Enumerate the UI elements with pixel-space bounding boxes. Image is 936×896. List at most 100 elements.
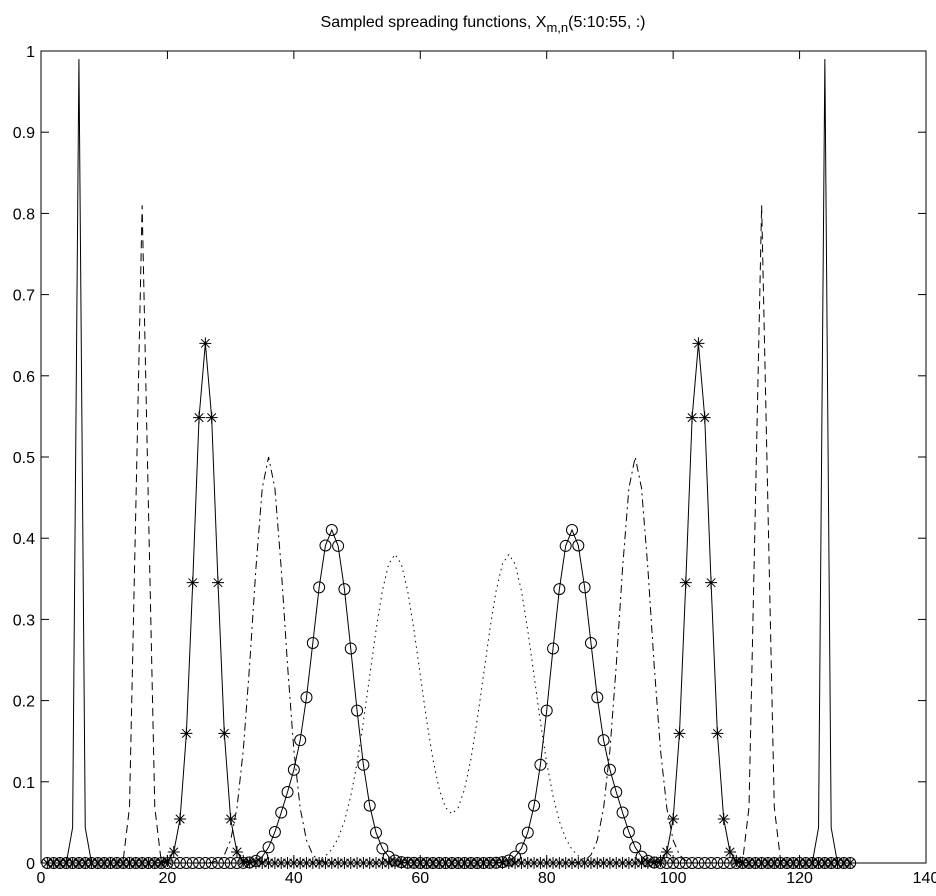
asterisk-marker xyxy=(224,813,237,825)
asterisk-marker xyxy=(41,857,54,869)
circle-marker xyxy=(692,857,705,869)
circle-marker xyxy=(616,806,629,819)
circle-marker xyxy=(490,856,503,869)
asterisk-marker xyxy=(452,857,465,869)
asterisk-marker xyxy=(799,857,812,869)
asterisk-marker xyxy=(622,857,635,869)
asterisk-marker xyxy=(72,857,85,869)
circle-marker xyxy=(72,857,85,869)
circle-marker xyxy=(521,826,534,839)
circle-marker xyxy=(458,856,471,869)
asterisk-marker xyxy=(547,857,560,869)
circle-marker xyxy=(654,856,667,869)
asterisk-marker xyxy=(818,857,831,869)
circle-marker xyxy=(193,857,206,869)
asterisk-marker xyxy=(584,857,597,869)
asterisk-marker xyxy=(787,857,800,869)
circle-marker xyxy=(610,785,623,798)
series-line-6 xyxy=(47,553,851,864)
circle-marker xyxy=(793,857,806,869)
circle-marker xyxy=(749,857,762,869)
asterisk-marker xyxy=(129,857,142,869)
asterisk-marker xyxy=(237,854,250,867)
asterisk-marker xyxy=(774,857,787,869)
circle-marker xyxy=(351,704,364,717)
asterisk-marker xyxy=(376,857,389,869)
circle-marker xyxy=(818,857,831,869)
asterisk-marker xyxy=(768,857,781,869)
circle-marker xyxy=(686,857,699,869)
circle-marker xyxy=(155,857,168,869)
circle-marker xyxy=(724,857,737,869)
x-tick-label: 60 xyxy=(411,870,429,887)
series-lines xyxy=(47,59,851,864)
asterisk-marker xyxy=(780,857,793,869)
asterisk-marker xyxy=(496,857,509,869)
asterisk-marker xyxy=(199,337,212,350)
circle-marker xyxy=(679,856,692,869)
chart-title: Sampled spreading functions, Xm,n(5:10:5… xyxy=(321,14,646,35)
circle-marker xyxy=(825,857,838,869)
y-tick-label: 0.5 xyxy=(13,450,35,467)
y-tick-label: 0.7 xyxy=(13,288,35,305)
asterisk-marker xyxy=(616,857,629,869)
asterisk-marker xyxy=(591,857,604,869)
circle-marker xyxy=(180,857,193,869)
asterisk-marker xyxy=(812,857,825,869)
asterisk-marker xyxy=(256,857,269,869)
asterisk-marker xyxy=(85,857,98,869)
asterisk-marker xyxy=(521,857,534,869)
asterisk-marker xyxy=(174,813,187,825)
asterisk-marker xyxy=(401,857,414,869)
asterisk-marker xyxy=(98,857,111,869)
asterisk-marker xyxy=(610,857,623,869)
asterisk-marker xyxy=(186,576,199,589)
circle-marker xyxy=(66,857,79,869)
asterisk-marker xyxy=(136,857,149,869)
y-tick-label: 0.1 xyxy=(13,775,35,792)
series-line-3 xyxy=(47,343,851,864)
circle-marker xyxy=(382,850,395,863)
asterisk-marker xyxy=(243,856,256,869)
circle-marker xyxy=(667,856,680,869)
circle-marker xyxy=(755,857,768,869)
asterisk-marker xyxy=(629,857,642,869)
circle-marker xyxy=(787,857,800,869)
asterisk-marker xyxy=(319,857,332,869)
asterisk-marker xyxy=(597,857,610,869)
circle-marker xyxy=(218,856,231,869)
asterisk-marker xyxy=(717,813,730,825)
circle-marker xyxy=(167,857,180,869)
circle-marker xyxy=(268,825,281,838)
circle-marker xyxy=(136,857,149,869)
asterisk-marker xyxy=(603,857,616,869)
circle-marker xyxy=(698,857,711,869)
circle-marker xyxy=(370,826,383,839)
asterisk-marker xyxy=(679,576,692,589)
asterisk-marker xyxy=(53,857,66,869)
asterisk-marker xyxy=(230,846,243,859)
circle-marker xyxy=(635,850,648,863)
asterisk-marker xyxy=(483,857,496,869)
circle-marker xyxy=(47,857,60,869)
y-tick-label: 0.9 xyxy=(13,125,35,142)
asterisk-marker xyxy=(692,337,705,350)
circle-marker xyxy=(420,856,433,869)
circle-marker xyxy=(287,763,300,776)
asterisk-marker xyxy=(389,857,401,869)
asterisk-marker xyxy=(148,856,161,869)
asterisk-marker xyxy=(471,857,484,869)
series-line-4 xyxy=(47,456,851,864)
axis-tick-labels: 0 20 40 60 80 100 120 140 0 0.1 0.2 0.3 0.4 0.5 0.6 0.7… xyxy=(13,44,936,887)
asterisk-marker xyxy=(635,857,648,869)
asterisk-marker xyxy=(363,857,376,869)
circle-marker xyxy=(831,857,844,869)
asterisk-marker xyxy=(711,727,724,740)
circle-marker xyxy=(439,856,452,869)
series-line-1 xyxy=(47,59,851,864)
circle-marker xyxy=(243,856,256,869)
circle-marker xyxy=(363,799,376,812)
asterisk-marker xyxy=(205,411,218,424)
circle-marker xyxy=(774,857,787,869)
asterisk-marker xyxy=(344,857,357,869)
